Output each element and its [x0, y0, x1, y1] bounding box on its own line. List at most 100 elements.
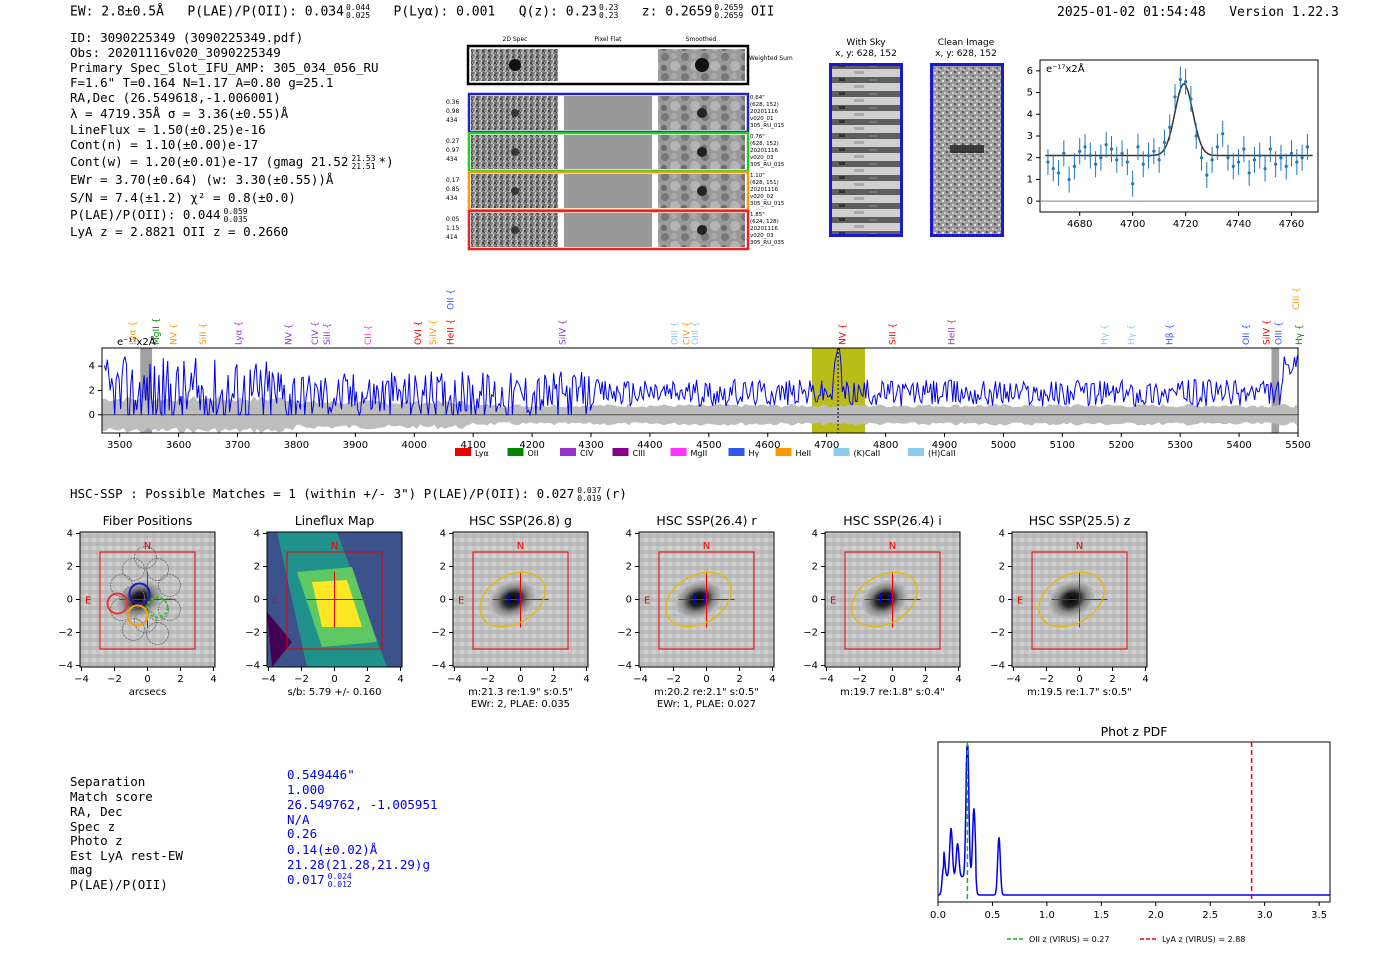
spectrum-line-label: OIII {: [670, 321, 680, 345]
zoom-data-point: [1252, 158, 1257, 162]
header-qz: Q(z): 0.23: [518, 4, 598, 20]
match-plae-sub: 0.012: [327, 879, 352, 889]
spectrum-line-label: CIV {: [682, 321, 692, 345]
hsc-y-tick-label: 2: [999, 562, 1005, 573]
hsc-y-tick-label: −4: [431, 661, 446, 672]
cutout-row-smooth-source: [697, 108, 707, 118]
match-label-mag: mag: [70, 862, 93, 877]
spectrum-x-tick-label: 4500: [696, 440, 721, 451]
match-label-radec: RA, Dec: [70, 804, 123, 819]
spectrum-x-tick-label: 4800: [873, 440, 898, 451]
info-contw-sup: 21.53: [351, 153, 376, 163]
hsc-y-tick-label: 2: [440, 562, 446, 573]
match-label-photoz: Photo z: [70, 833, 123, 848]
zoom-x-tick-label: 4740: [1226, 219, 1251, 230]
cutout-row-smooth-source: [697, 147, 707, 157]
spectrum-x-tick-label: 4100: [460, 440, 485, 451]
spectrum-legend-swatch: [612, 448, 629, 456]
hsc-x-tick-label: −4: [1006, 674, 1021, 685]
spectrum-legend-label: OII: [528, 449, 539, 458]
hsc-east-label: E: [830, 596, 836, 607]
cutout-row-right-label: (628, 151): [750, 180, 779, 186]
photz-legend-oii-label: OII z (VIRUS) = 0.27: [1029, 935, 1109, 944]
hsc-y-tick-label: −2: [803, 628, 818, 639]
header-plae: P(LAE)/P(OII): 0.034: [187, 4, 344, 20]
zoom-data-point: [1162, 140, 1167, 145]
hsc-x-tick-label: −2: [666, 674, 681, 685]
hsc-x-tick-label: −2: [294, 674, 309, 685]
hsc-x-tick-label: 0: [703, 674, 709, 685]
info-sn: S/N = 7.4(±1.2) χ² = 0.8(±0.0): [70, 190, 296, 205]
hsc-y-tick-label: 0: [999, 595, 1005, 606]
match-value-score: 1.000: [287, 782, 325, 797]
with-sky-xy: x, y: 628, 152: [835, 49, 897, 59]
clean-image: [930, 63, 1004, 237]
spectrum-legend-label: (H)CaII: [928, 449, 955, 458]
spectrum-x-tick-label: 4900: [932, 440, 957, 451]
info-contw-end: *): [378, 154, 394, 169]
hsc-x-tick-label: −2: [480, 674, 495, 685]
spectrum-layer: 3500 3600 3700 3800 3900 4000 4100 4200 4300 4400…: [89, 347, 1311, 451]
cutout-row-source: [511, 187, 519, 195]
hsc-panel-sublabel: EWr: 1, PLAE: 0.027: [657, 699, 756, 710]
zoom-data-point: [1258, 153, 1262, 158]
spectrum-y-tick-label: 2: [89, 386, 95, 397]
spectrum-x-tick-label: 5100: [1050, 440, 1075, 451]
hsc-x-tick-label: 4: [210, 674, 216, 685]
hsc-y-tick-label: −2: [245, 628, 260, 639]
spectrum-line-label: SiIV {: [1263, 319, 1273, 345]
zoom-unit-label: e⁻¹⁷x2Å: [1046, 62, 1085, 75]
spectrum-legend-label: Hγ: [749, 449, 760, 458]
cutout-row-flat: [564, 213, 652, 247]
hsc-y-tick-label: −2: [58, 628, 73, 639]
spectrum-line-labels: Lyα {MgII {NV {SiII {Lyα {NV {CIV {SiII …: [128, 287, 1305, 345]
hsc-panel-xlabel: m:19.7 re:1.8" s:0.4": [840, 687, 945, 698]
zoom-data-point: [1173, 95, 1177, 99]
cutout-row-frame: [467, 209, 750, 251]
hsc-y-tick-label: −2: [431, 628, 446, 639]
spectrum-line-label: OVI {: [414, 321, 424, 345]
photz-x-tick-label: 0.5: [984, 910, 1000, 921]
header-timestamp-group: 2025-01-02 01:54:48 Version 1.22.3: [1057, 5, 1339, 20]
hsc-north-label: N: [517, 541, 524, 552]
cutout-row-flat: [564, 135, 652, 169]
hsc-east-label: E: [458, 596, 464, 607]
cutout-row-left-label: 0.17: [446, 177, 460, 184]
spectrum-x-tick-label: 3800: [284, 440, 309, 451]
zoom-data-point: [1305, 145, 1310, 149]
fiber-highlight-red: [106, 592, 129, 615]
info-fparams: F=1.6" T=0.164 N=1.17 A=0.80 g=25.1: [70, 75, 334, 90]
zoom-data-point: [1168, 125, 1172, 129]
hsc-search-box: [286, 551, 383, 650]
cutout-row-right-label: v020_01: [750, 116, 774, 122]
zoom-data-point: [1221, 132, 1225, 136]
zoom-data-point: [1184, 80, 1188, 84]
zoom-data-point: [1268, 147, 1272, 151]
spectrum-x-tick-label: 3900: [343, 440, 368, 451]
spectrum-line-label: MgII {: [152, 318, 162, 345]
spectrum-legend-swatch: [455, 448, 471, 456]
spectrum-line-label: Lyα {: [128, 321, 138, 345]
zoom-data-point: [1284, 164, 1288, 168]
hsc-x-tick-label: −2: [852, 674, 867, 685]
zoom-data-point: [1056, 171, 1061, 175]
hsc-x-tick-label: 0: [889, 674, 895, 685]
zoom-data-point: [1300, 156, 1304, 160]
cutout-row-left-label: 0.98: [446, 108, 460, 115]
spectrum-x-tick-label: 4700: [814, 440, 839, 451]
spectrum-legend-swatch: [507, 448, 524, 456]
hsc-y-tick-label: 0: [67, 595, 73, 606]
hsc-y-tick-label: 0: [254, 595, 260, 606]
zoom-x-tick-label: 4720: [1173, 219, 1198, 230]
zoom-data-point: [1247, 171, 1251, 175]
cutout-row-left-label: 0.05: [446, 216, 460, 223]
zoom-data-point: [1226, 156, 1230, 160]
match-plae-sup: 0.024: [327, 871, 352, 881]
zoom-data-point: [1136, 145, 1140, 149]
hsc-y-tick-label: 4: [626, 529, 632, 540]
hsc-x-tick-label: 4: [583, 674, 589, 685]
spectrum-line-label: SiIV {: [429, 319, 439, 345]
match-label-lya-ew: Est LyA rest-EW: [70, 848, 183, 863]
hsc-match-marker: [508, 593, 519, 604]
fiber-circle: [122, 618, 145, 641]
